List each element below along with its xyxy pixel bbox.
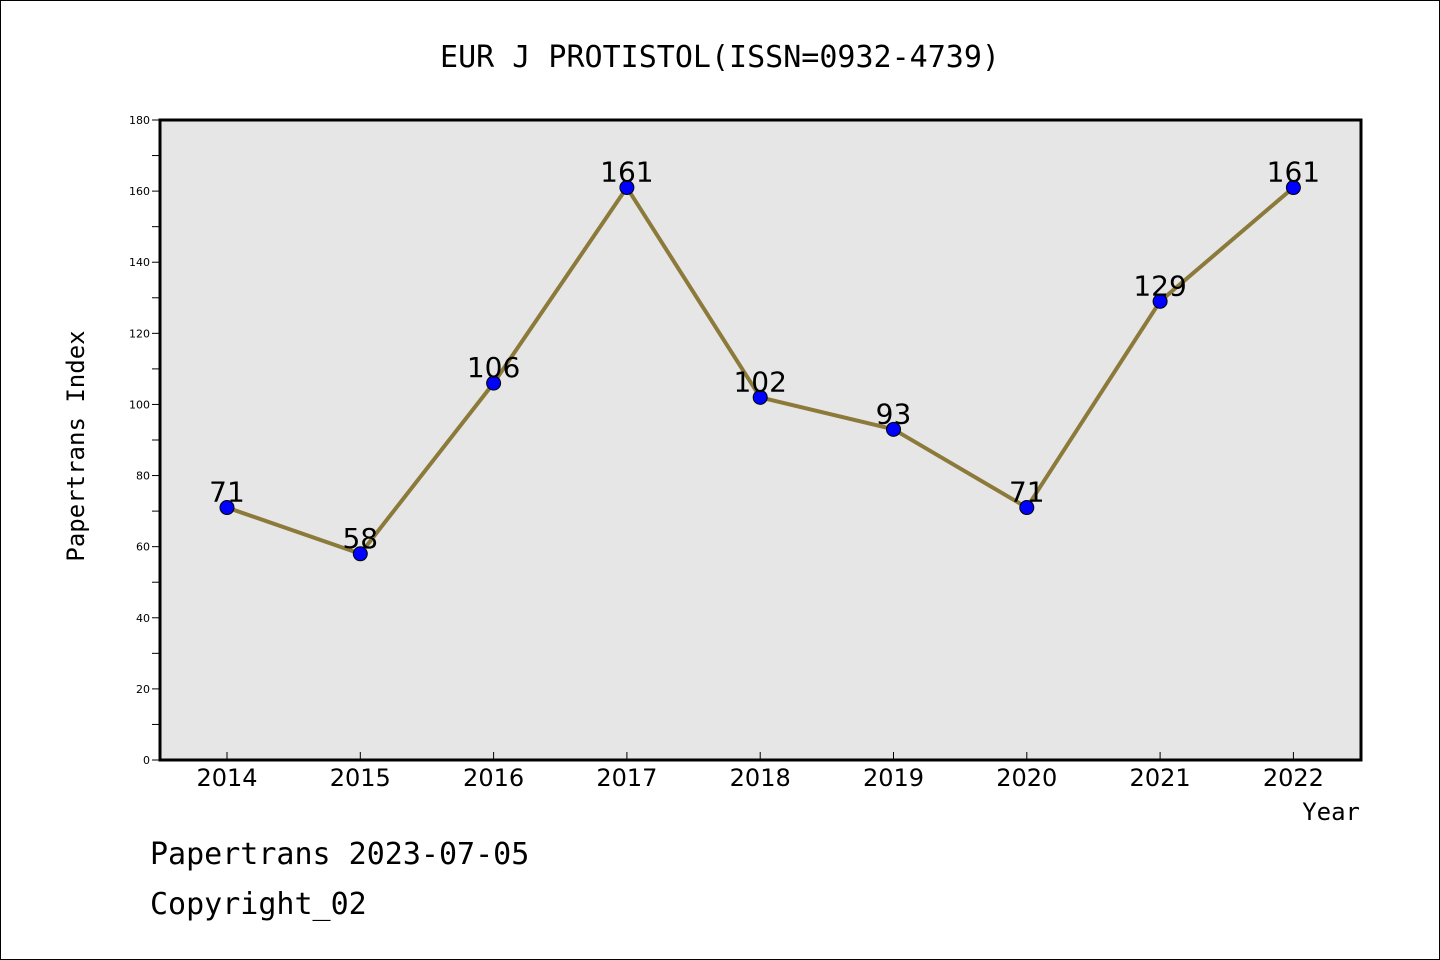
y-tick-label: 100 xyxy=(129,398,150,411)
y-tick-label: 140 xyxy=(129,256,150,269)
x-tick-label: 2017 xyxy=(596,764,657,792)
plot-border xyxy=(158,118,1363,762)
y-tick-label: 180 xyxy=(129,114,150,127)
data-point xyxy=(886,421,901,437)
x-tick-label: 2019 xyxy=(863,764,924,792)
data-point xyxy=(1019,500,1035,516)
x-tick-label: 2021 xyxy=(1130,764,1191,792)
data-point xyxy=(1285,180,1301,196)
data-label: 93 xyxy=(876,397,912,430)
data-point xyxy=(752,389,768,405)
y-tick-label: 40 xyxy=(136,612,150,625)
data-point xyxy=(486,375,502,391)
y-axis-label: Papertrans Index xyxy=(62,330,90,561)
y-tick-label: 60 xyxy=(136,541,150,554)
data-point xyxy=(619,180,635,196)
data-markers xyxy=(219,180,1301,562)
y-tick-label: 20 xyxy=(136,683,150,696)
y-tick-label: 120 xyxy=(129,327,150,340)
data-label: 129 xyxy=(1133,269,1186,302)
data-label: 106 xyxy=(467,351,520,384)
data-label: 161 xyxy=(1267,156,1320,189)
data-point xyxy=(219,500,235,516)
y-axis: 0 20 40 60 80 100 120 140 160 180 xyxy=(129,114,160,767)
footer-copyright: Copyright_02 xyxy=(150,887,367,922)
x-tick-label: 2014 xyxy=(196,764,257,792)
x-tick-label: 2018 xyxy=(730,764,791,792)
data-point xyxy=(1152,293,1168,309)
chart-title: EUR J PROTISTOL(ISSN=0932-4739) xyxy=(440,40,1000,75)
x-tick-label: 2015 xyxy=(330,764,391,792)
x-axis: 2014 2015 2016 2017 2018 2019 2020 2021 2022 xyxy=(196,752,1324,792)
data-label: 102 xyxy=(733,365,786,398)
footer-date: Papertrans 2023-07-05 xyxy=(150,837,529,872)
data-label: 71 xyxy=(209,476,245,509)
data-label: 58 xyxy=(342,522,378,555)
y-tick-label: 160 xyxy=(129,185,150,198)
plot-area xyxy=(160,120,1361,760)
y-tick-label: 0 xyxy=(143,754,150,767)
data-label: 71 xyxy=(1009,476,1045,509)
data-point xyxy=(352,546,368,562)
y-tick-label: 80 xyxy=(136,470,150,483)
x-tick-label: 2016 xyxy=(463,764,524,792)
data-labels: 71 58 106 161 102 93 71 129 161 xyxy=(209,156,1320,555)
data-label: 161 xyxy=(600,156,653,189)
x-tick-label: 2020 xyxy=(996,764,1057,792)
x-tick-label: 2022 xyxy=(1263,764,1324,792)
x-axis-label: Year xyxy=(1302,798,1360,826)
